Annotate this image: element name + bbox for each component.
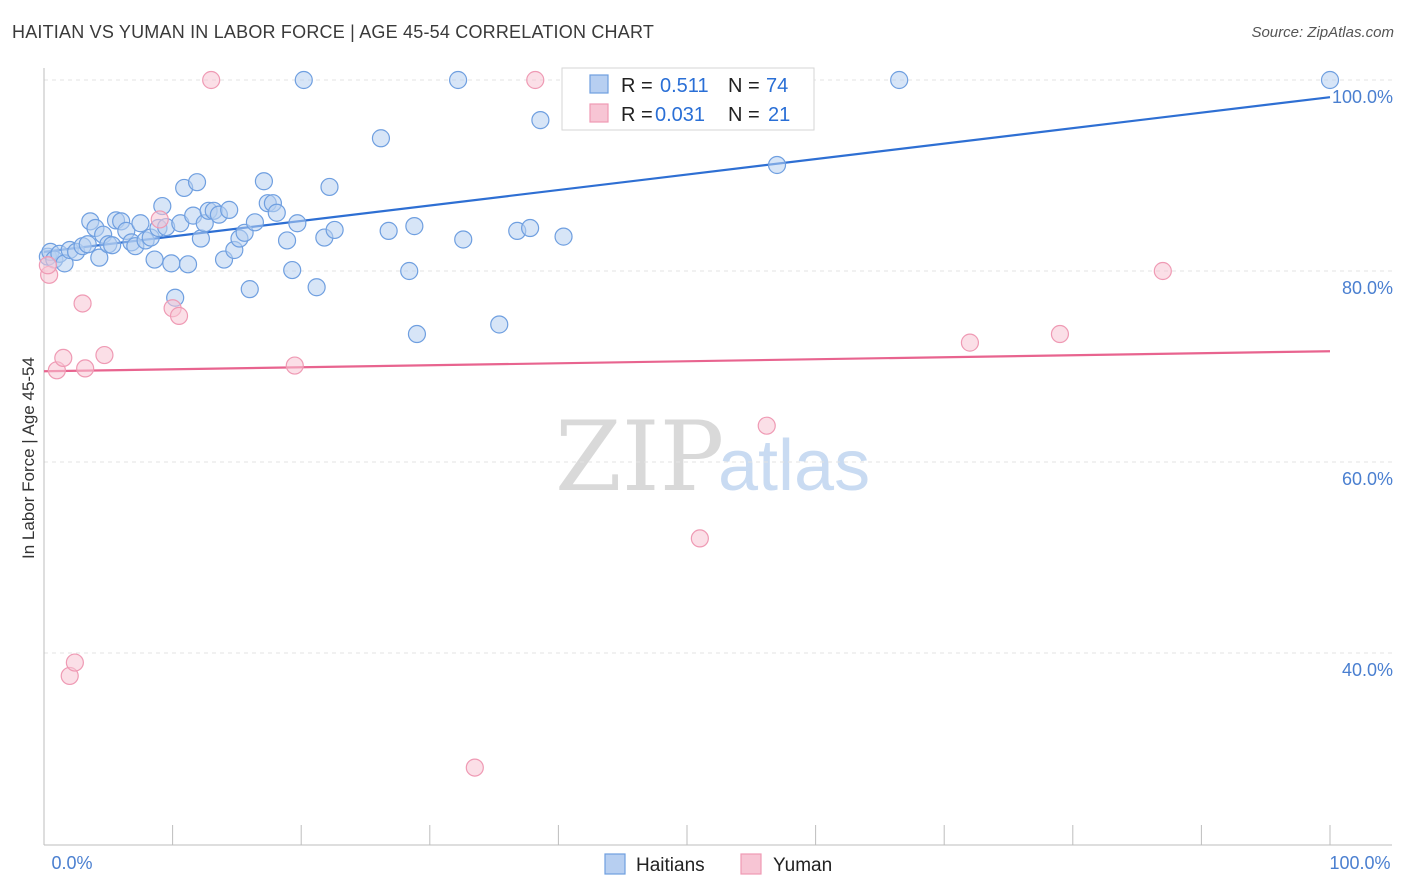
yuman-point bbox=[54, 348, 73, 368]
haitians-point bbox=[240, 280, 259, 299]
haitians-point bbox=[379, 221, 398, 240]
legend-n-value-1: 74 bbox=[766, 75, 788, 97]
data-points bbox=[38, 70, 1340, 777]
haitians-point bbox=[103, 236, 122, 255]
haitians-point bbox=[890, 70, 909, 90]
legend-swatch-yuman bbox=[589, 103, 609, 123]
haitians-point bbox=[454, 230, 473, 249]
haitians-point bbox=[178, 255, 198, 274]
yuman-point bbox=[285, 356, 304, 375]
y-axis-label: In Labor Force | Age 45-54 bbox=[19, 357, 38, 559]
bottom-legend-label-yuman: Yuman bbox=[773, 855, 832, 876]
gridlines bbox=[44, 79, 1392, 654]
x-ticks bbox=[43, 825, 1331, 845]
haitians-point bbox=[145, 250, 164, 269]
yuman-point bbox=[38, 256, 57, 275]
haitians-point bbox=[371, 129, 391, 148]
haitians-point bbox=[554, 227, 573, 246]
yuman-point bbox=[526, 70, 545, 90]
haitians-point bbox=[405, 217, 424, 236]
yuman-point bbox=[1153, 261, 1172, 281]
legend-n-label-1: N = bbox=[728, 75, 760, 97]
yuman-trend-line bbox=[43, 350, 1331, 373]
haitians-point bbox=[1320, 70, 1340, 90]
haitians-point bbox=[307, 278, 326, 297]
yuman-point bbox=[465, 758, 484, 777]
yuman-point bbox=[1050, 324, 1070, 344]
y-tick-label: 100.0% bbox=[1332, 87, 1393, 107]
yuman-point bbox=[960, 333, 980, 352]
watermark-zip: ZIP bbox=[555, 401, 724, 513]
haitians-point bbox=[162, 254, 181, 273]
haitians-point bbox=[521, 218, 540, 238]
stats-legend: R = 0.511 N = 74 R = 0.031 N = 21 bbox=[561, 67, 815, 131]
haitians-point bbox=[767, 155, 787, 175]
y-tick-labels: 100.0% 80.0% 60.0% 40.0% bbox=[1332, 87, 1393, 680]
haitians-point bbox=[254, 172, 274, 191]
haitians-point bbox=[531, 111, 550, 130]
legend-r-value-2: 0.031 bbox=[655, 104, 705, 126]
yuman-point bbox=[73, 294, 92, 313]
yuman-point bbox=[95, 345, 114, 365]
x-tick-label-max: 100.0% bbox=[1329, 853, 1390, 873]
yuman-point bbox=[202, 70, 221, 90]
haitians-point bbox=[191, 229, 210, 248]
yuman-point bbox=[76, 359, 95, 378]
bottom-legend-swatch-yuman bbox=[740, 853, 762, 875]
y-tick-label: 40.0% bbox=[1342, 660, 1393, 680]
legend-n-value-2: 21 bbox=[768, 104, 790, 126]
yuman-point bbox=[150, 210, 169, 229]
bottom-legend-swatch-haitians bbox=[604, 853, 626, 875]
legend-r-label-1: R = bbox=[621, 75, 653, 97]
haitians-point bbox=[267, 203, 286, 222]
yuman-point bbox=[757, 416, 776, 435]
haitians-point bbox=[490, 315, 509, 334]
legend-r-label-2: R = bbox=[621, 104, 653, 126]
haitians-point bbox=[288, 214, 307, 233]
legend-n-label-2: N = bbox=[728, 104, 760, 126]
yuman-point bbox=[169, 306, 189, 325]
yuman-point bbox=[690, 529, 709, 548]
haitians-point bbox=[131, 214, 150, 233]
haitians-point bbox=[277, 231, 297, 250]
haitians-point bbox=[320, 177, 339, 197]
haitians-point bbox=[400, 261, 419, 281]
haitians-point bbox=[325, 220, 344, 240]
legend-swatch-haitians bbox=[589, 74, 609, 94]
series-legend: Haitians Yuman bbox=[604, 853, 832, 876]
y-tick-label: 60.0% bbox=[1342, 469, 1393, 489]
haitians-point bbox=[283, 260, 302, 280]
yuman-point bbox=[65, 653, 84, 672]
chart-source: Source: ZipAtlas.com bbox=[1251, 24, 1394, 41]
haitians-point bbox=[245, 213, 265, 232]
x-tick-label-min: 0.0% bbox=[51, 853, 92, 873]
y-tick-label: 80.0% bbox=[1342, 278, 1393, 298]
haitians-point bbox=[187, 173, 207, 192]
haitians-point bbox=[220, 200, 239, 219]
bottom-legend-label-haitians: Haitians bbox=[636, 855, 705, 876]
haitians-point bbox=[448, 70, 468, 90]
chart-title: HAITIAN VS YUMAN IN LABOR FORCE | AGE 45… bbox=[12, 22, 655, 42]
haitians-point bbox=[407, 324, 427, 344]
axes bbox=[43, 68, 1392, 846]
legend-r-value-1: 0.511 bbox=[660, 75, 709, 97]
haitians-point bbox=[294, 70, 313, 90]
watermark-atlas: atlas bbox=[718, 426, 870, 506]
haitians-point bbox=[78, 235, 97, 254]
haitians-point bbox=[90, 248, 109, 267]
